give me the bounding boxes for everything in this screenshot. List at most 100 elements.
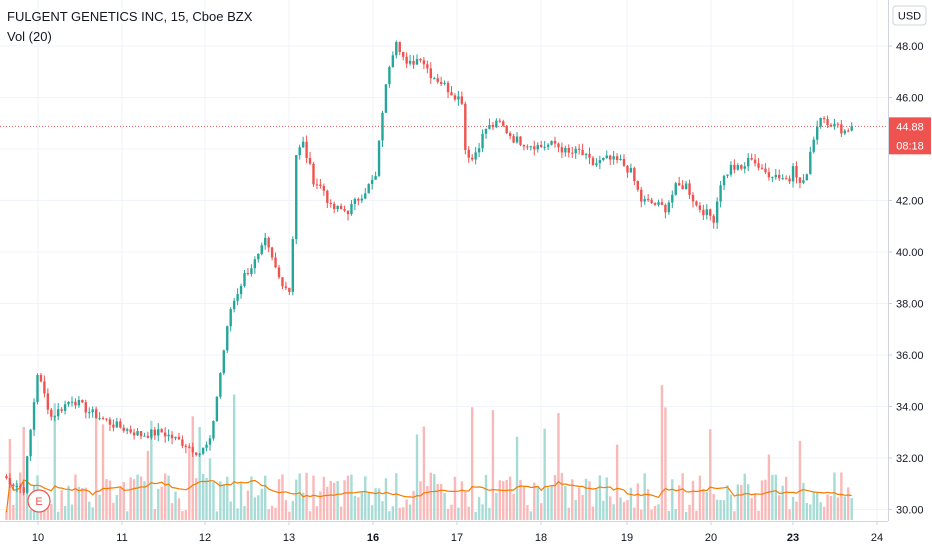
volume-bar (740, 485, 743, 520)
candle-body (219, 373, 222, 397)
candle-body (484, 128, 488, 134)
volume-bar (629, 487, 633, 520)
candle-body (564, 147, 567, 153)
candle-body (436, 78, 439, 82)
volume-bar (270, 505, 274, 520)
candle-body (474, 152, 477, 160)
volume-bar (395, 473, 398, 520)
volume-bar (174, 491, 177, 520)
candle-body (784, 178, 788, 180)
volume-bar (163, 473, 167, 520)
candle-body (15, 485, 18, 487)
volume-bar (764, 479, 767, 520)
price-badge: 44.88 08:18 (889, 117, 931, 155)
volume-bar (664, 407, 667, 520)
y-tick-label: 40.00 (896, 247, 924, 259)
volume-bar (529, 511, 533, 520)
volume-bar (336, 481, 339, 520)
volume-bar (847, 487, 850, 520)
volume-bar (595, 488, 598, 520)
x-tick-label: 10 (32, 532, 44, 544)
candle-body (843, 130, 846, 134)
price-axis[interactable]: 48.0046.0044.0042.0040.0038.0036.0034.00… (888, 0, 932, 550)
candle-body (333, 203, 336, 210)
candle-body (664, 204, 667, 213)
volume-bar (581, 495, 584, 520)
candle-body (119, 421, 122, 428)
candle-body (239, 285, 243, 295)
candle-body (267, 237, 270, 248)
candle-body (98, 417, 101, 419)
volume-bar (822, 506, 826, 520)
candle-body (419, 58, 422, 61)
volume-bar (46, 503, 50, 520)
volume-bar (398, 507, 401, 520)
candle-body (305, 141, 308, 158)
volume-bar (222, 484, 225, 520)
candle-body (295, 155, 298, 240)
volume-bar (319, 491, 322, 520)
volume-bar (391, 506, 395, 520)
volume-bar (426, 486, 429, 520)
candle-body (715, 201, 719, 223)
candle-body (388, 67, 391, 85)
volume-bar (81, 487, 84, 520)
candle-body (8, 478, 12, 485)
candle-body (643, 199, 646, 202)
time-axis[interactable]: 10 11 12 13 16 17 18 19 20 23 24 (0, 521, 888, 550)
candle-body (329, 202, 332, 204)
volume-bar (495, 492, 498, 520)
candle-body (702, 209, 705, 216)
volume-bar (474, 511, 477, 520)
volume-bar (650, 509, 653, 520)
volume-bar (188, 445, 191, 520)
volume-bar (43, 507, 46, 520)
currency-button[interactable]: USD (892, 5, 927, 26)
candle-body (136, 431, 139, 436)
candle-body (50, 409, 53, 417)
volume-bar (260, 488, 263, 520)
candle-body (760, 167, 764, 169)
candle-body (167, 434, 170, 437)
candle-body (115, 421, 119, 428)
candle-body (408, 60, 412, 64)
volume-bar (364, 476, 367, 520)
candle-body (522, 145, 526, 147)
candle-body (740, 165, 743, 169)
candle-body (788, 178, 791, 182)
volume-bar (119, 487, 122, 520)
candle-body (39, 374, 43, 382)
candle-body (250, 268, 253, 274)
candle-body (19, 485, 22, 488)
volume-bar (353, 495, 357, 520)
volume-bar (557, 413, 560, 520)
volume-bar (512, 493, 515, 520)
candle-body (322, 185, 326, 191)
volume-bar (715, 499, 719, 520)
candle-body (108, 419, 112, 425)
candle-body (63, 404, 67, 411)
candle-body (384, 84, 388, 113)
candle-body (201, 447, 205, 454)
x-tick-label: 23 (787, 532, 799, 544)
candle-body (553, 140, 557, 144)
candle-body (226, 326, 229, 351)
volume-bar (691, 480, 695, 520)
candle-body (747, 158, 750, 167)
volume-bar (564, 486, 567, 520)
chart-title: FULGENT GENETICS INC, 15, Cboe BZX (7, 9, 253, 24)
volume-bar (74, 474, 77, 520)
volume-bar (695, 510, 698, 520)
candle-body (684, 183, 688, 190)
candle-body (281, 277, 284, 287)
earnings-marker[interactable]: E (27, 489, 51, 513)
volume-bar (105, 479, 108, 520)
candle-body (181, 439, 184, 446)
volume-bar (239, 482, 243, 520)
candle-body (460, 96, 464, 104)
volume-bar (712, 494, 715, 520)
candle-body (402, 52, 405, 57)
candle-body (70, 401, 74, 403)
volume-bar (812, 492, 815, 520)
